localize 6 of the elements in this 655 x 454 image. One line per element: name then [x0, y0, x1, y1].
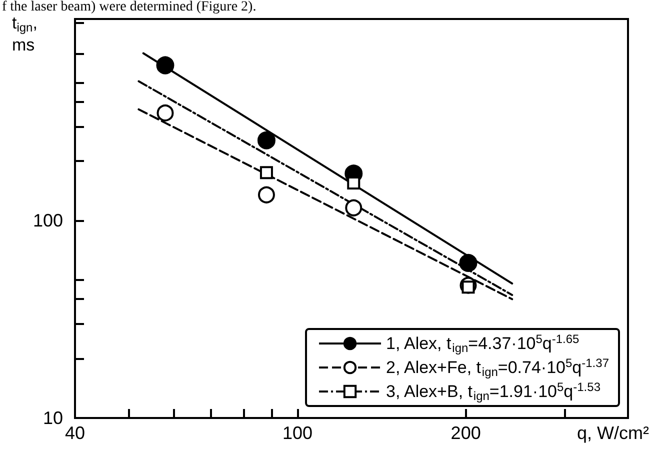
text: f the laser beam) were determined (Figure 2).	[2, 0, 256, 14]
x-tick-label: 200	[450, 423, 481, 443]
x-axis-title: q, W/cm²	[577, 423, 650, 443]
y-tick-label: 10	[42, 408, 63, 428]
x-tick-label: 40	[64, 423, 86, 443]
x-tick-label: 100	[282, 423, 313, 443]
